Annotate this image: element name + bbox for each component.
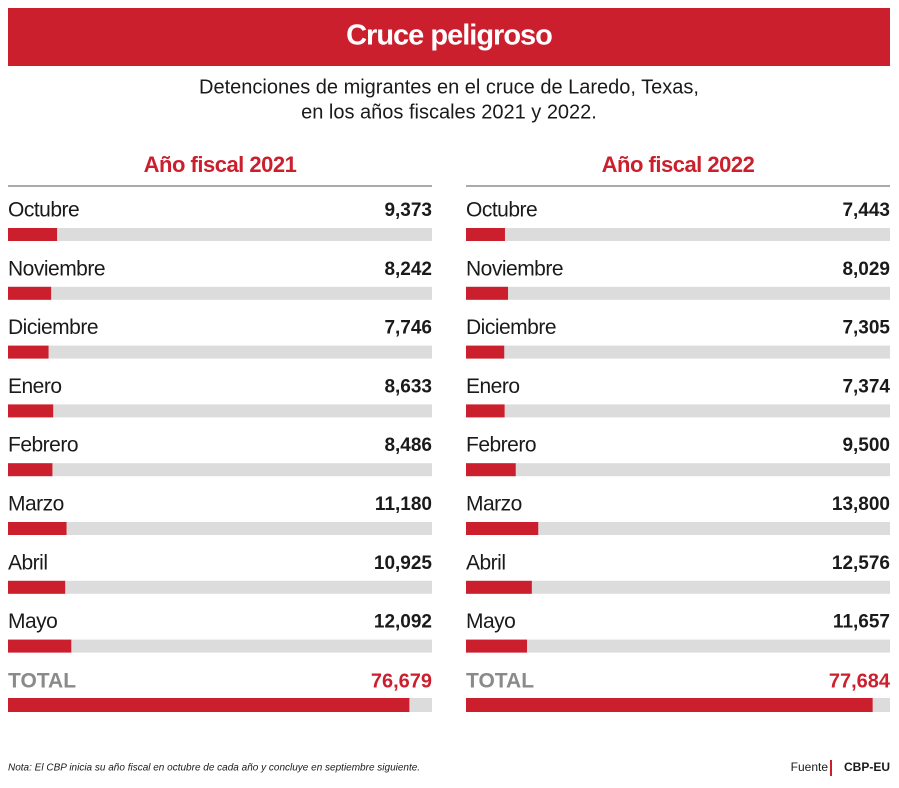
bar-track <box>8 522 432 535</box>
bar-track <box>8 463 432 477</box>
bar-track <box>466 404 890 418</box>
value-label: 12,576 <box>832 553 890 574</box>
bar-track <box>466 345 890 359</box>
month-label: Octubre <box>8 199 79 222</box>
bar <box>466 522 539 535</box>
total-label: TOTAL <box>466 670 534 693</box>
value-label: 7,374 <box>842 376 890 397</box>
value-label: 12,092 <box>374 612 432 633</box>
bar <box>8 639 72 653</box>
value-label: 8,486 <box>384 435 432 456</box>
value-label: 11,657 <box>833 612 890 633</box>
subtitle-line: en los años fiscales 2021 y 2022. <box>301 101 597 123</box>
bar-track <box>466 286 890 300</box>
bar-track <box>466 639 890 653</box>
month-label: Abril <box>8 551 48 574</box>
bar <box>8 463 53 477</box>
bar <box>466 286 509 300</box>
value-label: 11,180 <box>375 494 432 515</box>
month-label: Enero <box>466 375 520 398</box>
value-label: 7,746 <box>384 318 432 339</box>
bar <box>8 522 67 535</box>
value-label: 7,305 <box>842 318 890 339</box>
bar-track <box>466 228 890 241</box>
month-label: Marzo <box>8 493 64 516</box>
bar-track <box>8 580 432 594</box>
value-label: 7,443 <box>842 200 890 221</box>
month-label: Abril <box>466 551 506 574</box>
month-label: Diciembre <box>466 316 556 339</box>
source-label: Fuente <box>791 760 829 774</box>
total-value-label: 77,684 <box>829 670 891 692</box>
bar <box>466 639 528 653</box>
bar-track <box>8 345 432 359</box>
month-label: Febrero <box>8 434 78 457</box>
total-label: TOTAL <box>8 670 76 693</box>
bar-track <box>8 228 432 241</box>
value-label: 8,029 <box>842 259 890 280</box>
month-label: Noviembre <box>8 257 105 280</box>
bar <box>8 580 66 594</box>
value-label: 9,500 <box>842 435 890 456</box>
bar-track <box>8 639 432 653</box>
value-label: 9,373 <box>384 200 432 221</box>
bar <box>466 228 505 241</box>
value-label: 13,800 <box>832 494 890 515</box>
value-label: 8,633 <box>384 376 432 397</box>
value-label: 10,925 <box>374 553 433 574</box>
bar-track <box>8 404 432 418</box>
bar <box>466 345 505 359</box>
bar-track <box>466 522 890 535</box>
total-bar <box>8 698 410 712</box>
bar <box>466 463 516 477</box>
source: CBP-EU <box>844 760 890 774</box>
month-label: Noviembre <box>466 257 563 280</box>
month-label: Octubre <box>466 199 537 222</box>
bar-track <box>466 580 890 594</box>
bar-track <box>466 463 890 477</box>
panel-title: Año fiscal 2022 <box>602 152 755 177</box>
month-label: Marzo <box>466 493 522 516</box>
note: Nota: El CBP inicia su año fiscal en oct… <box>8 763 420 774</box>
bar <box>8 286 52 300</box>
total-bar <box>466 698 873 712</box>
panel-title: Año fiscal 2021 <box>144 152 297 177</box>
bar-track <box>8 286 432 300</box>
month-label: Mayo <box>466 610 515 633</box>
bar <box>466 580 532 594</box>
title-bar <box>8 8 890 66</box>
month-label: Enero <box>8 375 62 398</box>
total-value-label: 76,679 <box>371 670 432 692</box>
value-label: 8,242 <box>384 259 432 280</box>
bar <box>8 228 58 241</box>
month-label: Diciembre <box>8 316 98 339</box>
title: Cruce peligroso <box>346 20 552 52</box>
bar <box>8 345 49 359</box>
subtitle-line: Detenciones de migrantes en el cruce de … <box>199 76 699 98</box>
bar <box>466 404 505 418</box>
month-label: Febrero <box>466 434 536 457</box>
month-label: Mayo <box>8 610 57 633</box>
bar <box>8 404 54 418</box>
